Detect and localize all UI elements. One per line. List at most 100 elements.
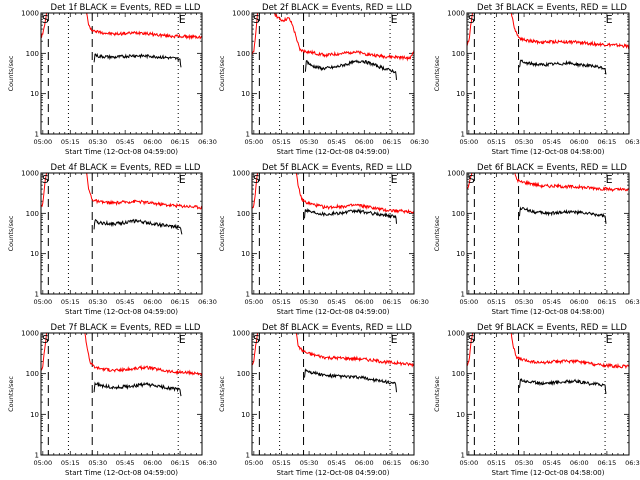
x-tick-label: 06:00	[570, 298, 589, 306]
x-tick-label: 06:30	[198, 298, 217, 306]
x-tick-label: 06:15	[598, 298, 617, 306]
x-tick-label: 05:15	[272, 298, 291, 306]
x-tick-label: 06:30	[198, 138, 217, 146]
y-tick-label: 1	[246, 291, 250, 299]
chart-title: Det 2f BLACK = Events, RED = LLD	[262, 3, 412, 13]
y-axis-label: Counts/sec	[218, 376, 226, 412]
end-marker-label: E	[606, 13, 613, 26]
y-tick-label: 10	[456, 411, 465, 419]
x-tick-label: 05:15	[487, 298, 506, 306]
plot-frame	[466, 332, 630, 456]
x-tick-label: 05:30	[515, 138, 534, 146]
chart-title: Det 4f BLACK = Events, RED = LLD	[51, 163, 201, 173]
x-tick-label: 05:00	[244, 298, 263, 306]
y-axis-label: Counts/sec	[218, 215, 226, 251]
x-tick-label: 05:45	[327, 298, 346, 306]
x-tick-label: 05:45	[327, 138, 346, 146]
x-tick-label: 05:30	[88, 138, 107, 146]
x-tick-label: 05:45	[116, 459, 135, 467]
y-axis-label: Counts/sec	[7, 215, 15, 251]
x-tick-label: 06:30	[410, 459, 429, 467]
y-tick-label: 1	[246, 131, 250, 139]
x-tick-label: 05:30	[88, 459, 107, 467]
series-line-events	[304, 207, 397, 224]
end-marker-label: E	[606, 173, 613, 186]
y-axis-label: Counts/sec	[433, 55, 441, 91]
y-axis-label: Counts/sec	[7, 55, 15, 91]
start-marker-label: S	[253, 13, 260, 26]
end-marker-label: E	[391, 333, 398, 346]
y-tick-label: 100	[452, 370, 465, 378]
y-tick-label: 1000	[447, 10, 465, 18]
y-tick-label: 100	[237, 50, 250, 58]
x-tick-label: 05:15	[487, 138, 506, 146]
chart-title: Det 7f BLACK = Events, RED = LLD	[51, 323, 201, 333]
y-tick-label: 1000	[447, 170, 465, 178]
x-tick-label: 05:00	[459, 298, 478, 306]
x-axis-label: Start Time (12-Oct-08 04:58:00)	[492, 469, 605, 477]
series-line-events	[519, 206, 607, 224]
y-tick-label: 100	[237, 370, 250, 378]
chart-title: Det 8f BLACK = Events, RED = LLD	[262, 323, 412, 333]
chart-panel-9: Det 9f BLACK = Events, RED = LLD Counts/s…	[433, 323, 640, 477]
chart-panel-3: Det 3f BLACK = Events, RED = LLD Counts/s…	[433, 3, 640, 156]
plot-frame	[251, 332, 415, 456]
series-line-events	[93, 52, 182, 68]
x-tick-label: 06:00	[355, 138, 374, 146]
y-tick-label: 10	[241, 250, 250, 258]
y-tick-label: 1000	[232, 170, 250, 178]
y-tick-label: 100	[26, 50, 39, 58]
x-tick-label: 05:15	[61, 298, 80, 306]
y-axis-label: Counts/sec	[218, 55, 226, 91]
plot-frame	[251, 172, 415, 295]
chart-title: Det 3f BLACK = Events, RED = LLD	[477, 3, 627, 13]
x-tick-label: 06:15	[383, 298, 402, 306]
plot-frame	[40, 332, 203, 456]
x-axis-label: Start Time (12-Oct-08 04:58:00)	[492, 308, 605, 316]
y-tick-label: 1	[461, 291, 465, 299]
series-line-events	[93, 218, 183, 235]
x-axis-label: Start Time (12-Oct-08 04:59:00)	[65, 469, 178, 477]
x-tick-label: 05:00	[459, 459, 478, 467]
x-tick-label: 06:15	[171, 298, 190, 306]
x-tick-label: 06:30	[198, 459, 217, 467]
x-tick-label: 05:30	[300, 138, 319, 146]
x-tick-label: 06:00	[570, 459, 589, 467]
x-tick-label: 05:45	[116, 138, 135, 146]
end-marker-label: E	[606, 333, 613, 346]
start-marker-label: S	[468, 13, 475, 26]
plot-frame	[40, 172, 203, 295]
x-tick-label: 06:00	[143, 298, 162, 306]
start-marker-label: S	[253, 333, 260, 346]
end-marker-label: E	[179, 13, 186, 26]
plot-frame	[40, 12, 203, 135]
x-axis-label: Start Time (12-Oct-08 04:59:00)	[277, 469, 390, 477]
x-tick-label: 06:15	[171, 459, 190, 467]
x-tick-label: 06:00	[570, 138, 589, 146]
x-tick-label: 05:15	[272, 459, 291, 467]
x-tick-label: 06:30	[625, 138, 640, 146]
end-marker-label: E	[391, 173, 398, 186]
x-tick-label: 06:15	[598, 459, 617, 467]
x-tick-label: 05:15	[487, 459, 506, 467]
x-tick-label: 05:00	[33, 138, 52, 146]
x-tick-label: 05:30	[300, 298, 319, 306]
y-tick-label: 10	[30, 411, 39, 419]
x-tick-label: 06:00	[143, 138, 162, 146]
y-tick-label: 10	[456, 90, 465, 98]
x-tick-label: 06:15	[383, 138, 402, 146]
x-tick-label: 06:30	[625, 298, 640, 306]
y-tick-label: 1	[246, 452, 250, 460]
y-tick-label: 10	[241, 411, 250, 419]
y-tick-label: 1	[35, 131, 39, 139]
y-tick-label: 100	[26, 210, 39, 218]
y-tick-label: 10	[30, 90, 39, 98]
y-tick-label: 1	[461, 131, 465, 139]
x-tick-label: 05:00	[33, 459, 52, 467]
chart-title: Det 5f BLACK = Events, RED = LLD	[262, 163, 412, 173]
chart-panel-2: Det 2f BLACK = Events, RED = LLD Counts/s…	[218, 3, 429, 156]
x-tick-label: 05:45	[542, 138, 561, 146]
series-line-events	[304, 59, 397, 80]
y-tick-label: 1000	[21, 330, 39, 338]
plot-frame	[251, 12, 415, 135]
